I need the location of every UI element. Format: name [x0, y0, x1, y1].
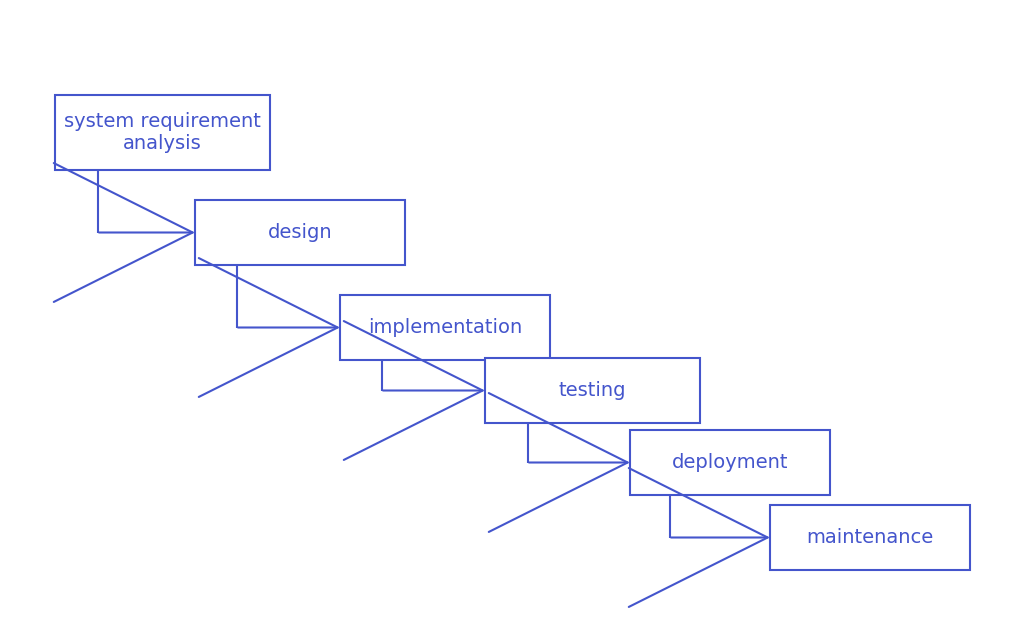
Text: maintenance: maintenance — [806, 528, 934, 547]
Text: testing: testing — [559, 381, 627, 400]
Bar — [770, 505, 970, 570]
Bar — [55, 95, 270, 170]
Bar — [630, 430, 830, 495]
Text: design: design — [267, 223, 333, 242]
Bar — [195, 200, 406, 265]
Text: implementation: implementation — [368, 318, 522, 337]
Bar — [485, 358, 700, 423]
Text: system requirement
analysis: system requirement analysis — [65, 112, 261, 153]
Text: deployment: deployment — [672, 453, 788, 472]
Bar — [340, 295, 550, 360]
